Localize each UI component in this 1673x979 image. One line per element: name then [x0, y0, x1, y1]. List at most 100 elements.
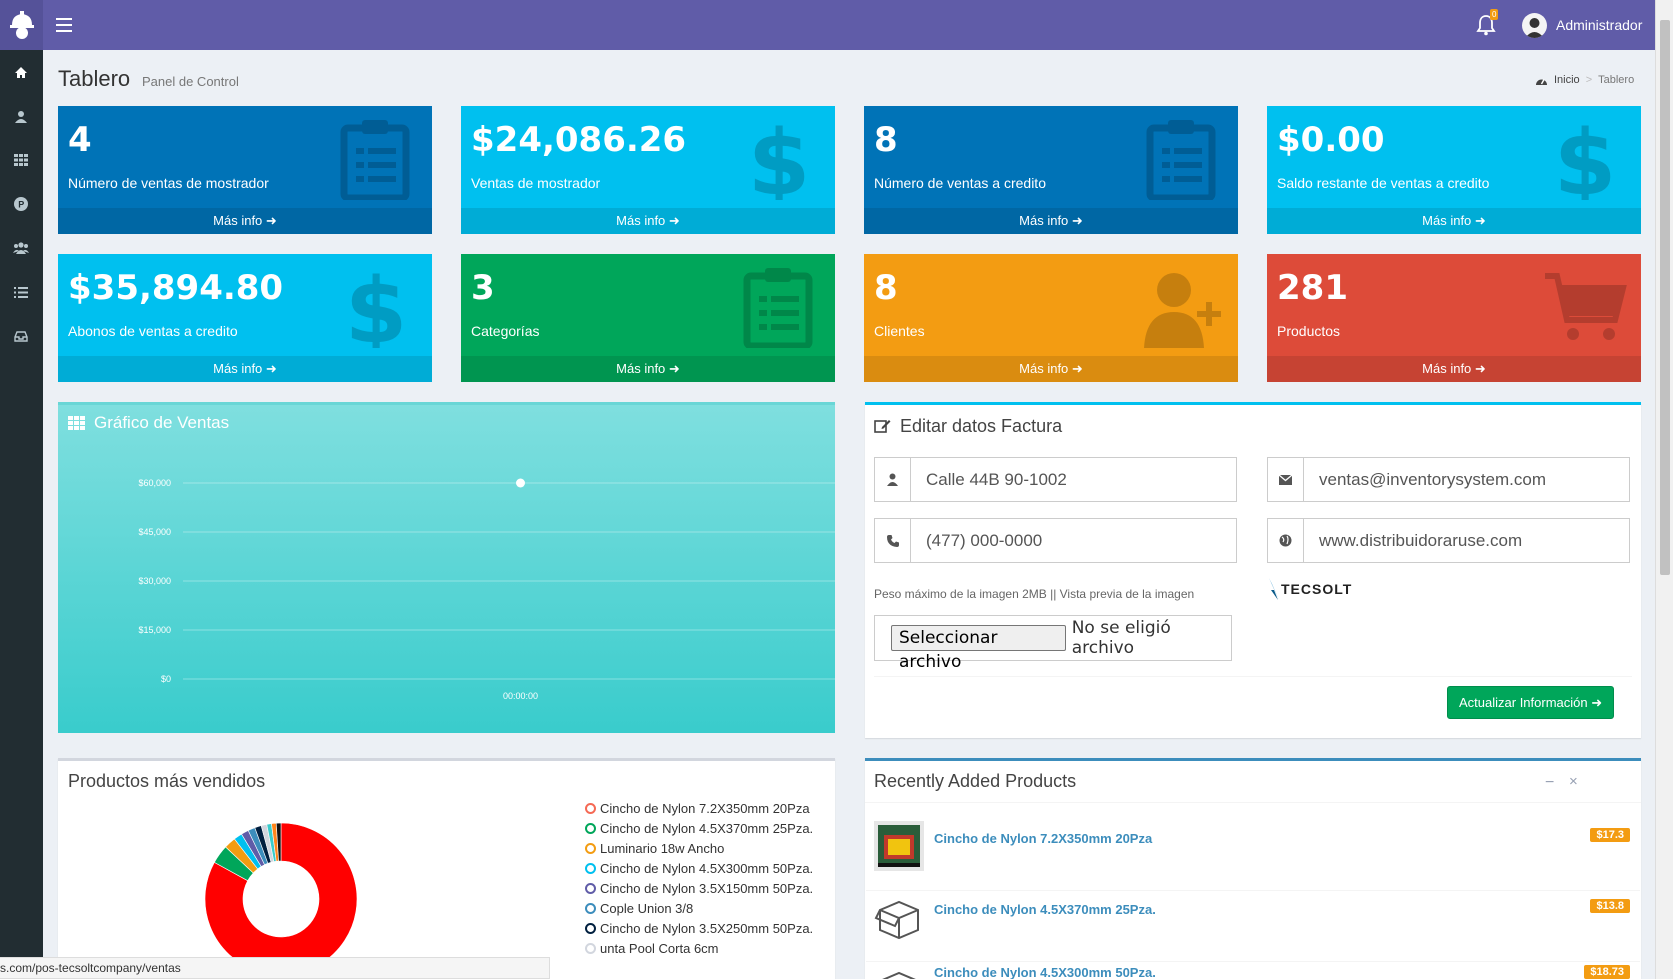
edit-icon: [874, 420, 891, 433]
users-icon[interactable]: [10, 237, 32, 259]
home-icon[interactable]: [10, 61, 32, 83]
breadcrumb-current: Tablero: [1598, 74, 1635, 86]
box-icon[interactable]: [874, 892, 924, 942]
stat-value: 8: [874, 268, 898, 308]
product-hunt-icon[interactable]: P: [10, 193, 32, 215]
stat-value: 281: [1277, 268, 1348, 308]
legend-item[interactable]: Cincho de Nylon 3.5X250mm 50Pza.: [585, 921, 813, 936]
svg-text:$: $: [1554, 116, 1617, 200]
company-logo-preview: TECSOLT: [1268, 576, 1352, 602]
email-field[interactable]: ventas@inventorysystem.com: [1267, 457, 1630, 502]
legend-item[interactable]: Cincho de Nylon 3.5X150mm 50Pza.: [585, 881, 813, 896]
stat-value: 3: [471, 268, 495, 308]
inbox-icon[interactable]: [10, 325, 32, 347]
more-info-link[interactable]: Más info ➜: [461, 208, 835, 234]
dollar-icon: $: [345, 264, 408, 348]
dashboard-icon: [1536, 78, 1547, 85]
price-badge: $17.3: [1590, 828, 1630, 842]
address-field[interactable]: Calle 44B 90-1002: [874, 457, 1237, 502]
cart-icon: [1545, 273, 1627, 340]
box-icon[interactable]: [874, 971, 924, 979]
user-name[interactable]: Administrador: [1556, 17, 1643, 33]
legend-item[interactable]: Cincho de Nylon 4.5X370mm 25Pza.: [585, 821, 813, 836]
top-navbar: 0 Administrador: [0, 0, 1655, 50]
image-help-text: Peso máximo de la imagen 2MB || Vista pr…: [874, 587, 1195, 601]
stat-value: 4: [68, 120, 92, 160]
more-info-link[interactable]: Más info ➜: [864, 356, 1238, 382]
website-value[interactable]: www.distribuidoraruse.com: [1319, 530, 1523, 550]
page-scrollbar[interactable]: [1655, 0, 1673, 979]
stat-value: 8: [874, 120, 898, 160]
product-link[interactable]: Cincho de Nylon 4.5X370mm 25Pza.: [934, 902, 1156, 917]
legend-label: Cincho de Nylon 4.5X370mm 25Pza.: [600, 821, 814, 836]
breadcrumb-home-link[interactable]: Inicio: [1554, 74, 1580, 86]
legend-label: Cincho de Nylon 3.5X150mm 50Pza.: [600, 881, 814, 896]
product-link[interactable]: Cincho de Nylon 4.5X300mm 50Pza.: [934, 965, 1156, 979]
collapse-button[interactable]: −: [1545, 774, 1555, 791]
grid-icon[interactable]: [10, 149, 32, 171]
app-logo[interactable]: [0, 0, 43, 50]
stat-label: Número de ventas de mostrador: [68, 175, 269, 191]
user-icon[interactable]: [10, 105, 32, 127]
stat-label: Saldo restante de ventas a credito: [1277, 175, 1490, 191]
notification-badge: 0: [1490, 9, 1499, 20]
top-products-box: Productos más vendidos Cincho de Nylon 7…: [58, 758, 835, 979]
pie-slice[interactable]: [204, 822, 358, 976]
more-info-link[interactable]: Más info ➜: [58, 356, 432, 382]
pie-slice[interactable]: [275, 822, 282, 862]
globe-icon: [1268, 519, 1304, 562]
phone-field[interactable]: (477) 000-0000: [874, 518, 1237, 563]
file-upload-input[interactable]: Seleccionar archivo No se eligió archivo: [874, 615, 1232, 672]
legend-label: unta Pool Corta 6cm: [600, 941, 719, 956]
legend-label: Cople Union 3/8: [600, 901, 694, 916]
update-info-button[interactable]: Actualizar Información ➜: [1447, 686, 1615, 719]
data-point[interactable]: [516, 478, 525, 488]
address-value[interactable]: Calle 44B 90-1002: [926, 469, 1067, 489]
avatar[interactable]: [1522, 13, 1547, 38]
list-icon[interactable]: [10, 281, 32, 303]
legend-marker: [585, 943, 596, 954]
stat-label: Número de ventas a credito: [874, 175, 1046, 191]
stat-box-credit-payments: $35,894.80 Abonos de ventas a credito $ …: [58, 254, 432, 382]
stat-label: Categorías: [471, 323, 540, 339]
phone-icon: [875, 519, 911, 562]
legend-marker: [585, 903, 596, 914]
legend-item[interactable]: unta Pool Corta 6cm: [585, 941, 719, 956]
y-tick-label: $30,000: [138, 576, 171, 586]
breadcrumb-separator: >: [1585, 74, 1593, 86]
legend-label: Luminario 18w Ancho: [600, 841, 725, 856]
legend-label: Cincho de Nylon 7.2X350mm 20Pza: [600, 801, 810, 816]
legend-marker: [585, 823, 596, 834]
website-field[interactable]: www.distribuidoraruse.com: [1267, 518, 1630, 563]
bell-icon[interactable]: [1476, 14, 1496, 36]
more-info-link[interactable]: Más info ➜: [461, 356, 835, 382]
chart-title: Gráfico de Ventas: [94, 413, 230, 432]
legend-item[interactable]: Cincho de Nylon 4.5X300mm 50Pza.: [585, 861, 813, 876]
product-link[interactable]: Cincho de Nylon 7.2X350mm 20Pza: [934, 831, 1153, 846]
more-info-link[interactable]: Más info ➜: [1267, 356, 1641, 382]
more-info-link[interactable]: Más info ➜: [58, 208, 432, 234]
scroll-thumb[interactable]: [1660, 20, 1670, 575]
legend-marker: [585, 863, 596, 874]
clipboard-icon: [1146, 120, 1216, 200]
arrow-circle-right-icon: ➜: [1591, 695, 1603, 710]
product-thumbnail[interactable]: [874, 821, 924, 871]
more-info-link[interactable]: Más info ➜: [1267, 208, 1641, 234]
user-plus-icon: [1144, 273, 1221, 348]
phone-value[interactable]: (477) 000-0000: [926, 530, 1043, 550]
invoice-box-title: Editar datos Factura: [900, 416, 1063, 436]
sidebar-toggle-button[interactable]: [56, 16, 72, 34]
user-icon: [875, 458, 911, 501]
legend-item[interactable]: Cople Union 3/8: [585, 901, 693, 916]
choose-file-button[interactable]: Seleccionar archivo: [891, 625, 1066, 672]
more-info-link[interactable]: Más info ➜: [864, 208, 1238, 234]
legend-item[interactable]: Cincho de Nylon 7.2X350mm 20Pza: [585, 801, 810, 816]
list-item: Cincho de Nylon 4.5X370mm 25Pza. $13.8: [866, 892, 1640, 962]
top-products-donut-chart: [204, 822, 358, 976]
stat-label: Ventas de mostrador: [471, 175, 601, 191]
price-badge: $13.8: [1590, 899, 1630, 913]
email-value[interactable]: ventas@inventorysystem.com: [1319, 469, 1547, 489]
close-button[interactable]: ×: [1569, 773, 1578, 790]
envelope-icon: [1268, 458, 1304, 501]
legend-item[interactable]: Luminario 18w Ancho: [585, 841, 724, 856]
